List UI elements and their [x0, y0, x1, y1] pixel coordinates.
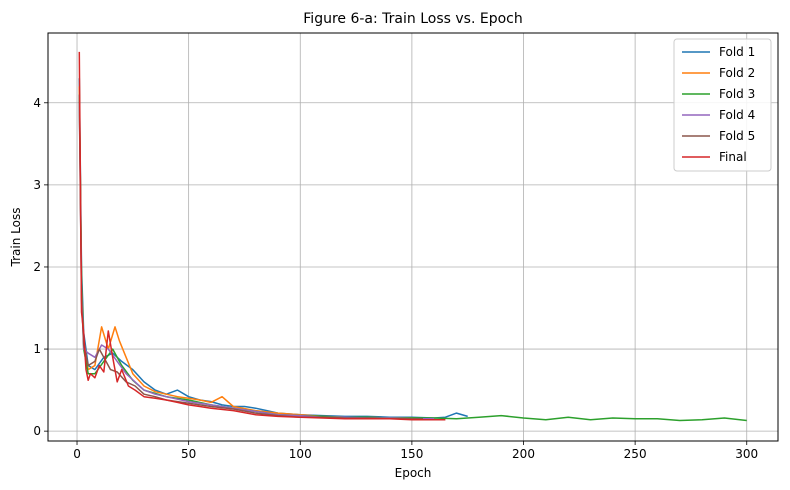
plot-area [78, 51, 747, 422]
x-tick-label: 300 [735, 447, 758, 461]
legend-label: Fold 5 [719, 129, 755, 143]
legend-label: Final [719, 150, 747, 164]
y-tick-label: 4 [33, 96, 41, 110]
y-tick-label: 3 [33, 178, 41, 192]
y-tick-label: 2 [33, 260, 41, 274]
x-tick-label: 200 [512, 447, 535, 461]
y-tick-label: 1 [33, 342, 41, 356]
x-tick-label: 250 [624, 447, 647, 461]
y-axis-ticks: 0 1 2 3 4 [33, 96, 48, 438]
legend-label: Fold 2 [719, 66, 755, 80]
legend-label: Fold 1 [719, 45, 755, 59]
legend-label: Fold 4 [719, 108, 755, 122]
plot-frame [47, 32, 779, 442]
x-tick-label: 50 [181, 447, 196, 461]
series-line-final [78, 51, 446, 421]
x-tick-label: 100 [289, 447, 312, 461]
legend-box [673, 38, 772, 172]
x-axis-ticks: 0 50 100 150 200 250 300 [73, 441, 758, 461]
chart-title: Figure 6-a: Train Loss vs. Epoch [303, 11, 522, 27]
legend: Fold 1 Fold 2 Fold 3 Fold 4 Fold 5 Final [673, 38, 772, 172]
series-line-fold-4 [78, 102, 435, 420]
y-tick-label: 0 [33, 424, 41, 438]
legend-label: Fold 3 [719, 87, 755, 101]
x-tick-label: 0 [73, 447, 81, 461]
series-line-fold-5 [78, 94, 423, 420]
grid-lines [48, 33, 778, 441]
x-axis-label: Epoch [395, 466, 432, 480]
x-tick-label: 150 [400, 447, 423, 461]
y-axis-label: Train Loss [9, 208, 23, 268]
